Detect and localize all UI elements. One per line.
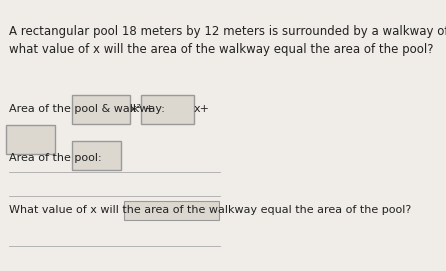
FancyBboxPatch shape: [72, 141, 121, 170]
FancyBboxPatch shape: [124, 201, 219, 220]
Text: x² +: x² +: [130, 104, 154, 114]
Text: A rectangular pool 18 meters by 12 meters is surrounded by a walkway of width x : A rectangular pool 18 meters by 12 meter…: [8, 25, 446, 56]
FancyBboxPatch shape: [141, 95, 194, 124]
Text: What value of x will the area of the walkway equal the area of the pool?: What value of x will the area of the wal…: [8, 205, 411, 215]
Text: Area of the pool:: Area of the pool:: [8, 153, 101, 163]
Text: x+: x+: [194, 104, 210, 114]
Text: Area of the pool & walkway:: Area of the pool & walkway:: [8, 104, 165, 114]
FancyBboxPatch shape: [72, 95, 130, 124]
FancyBboxPatch shape: [6, 125, 55, 154]
